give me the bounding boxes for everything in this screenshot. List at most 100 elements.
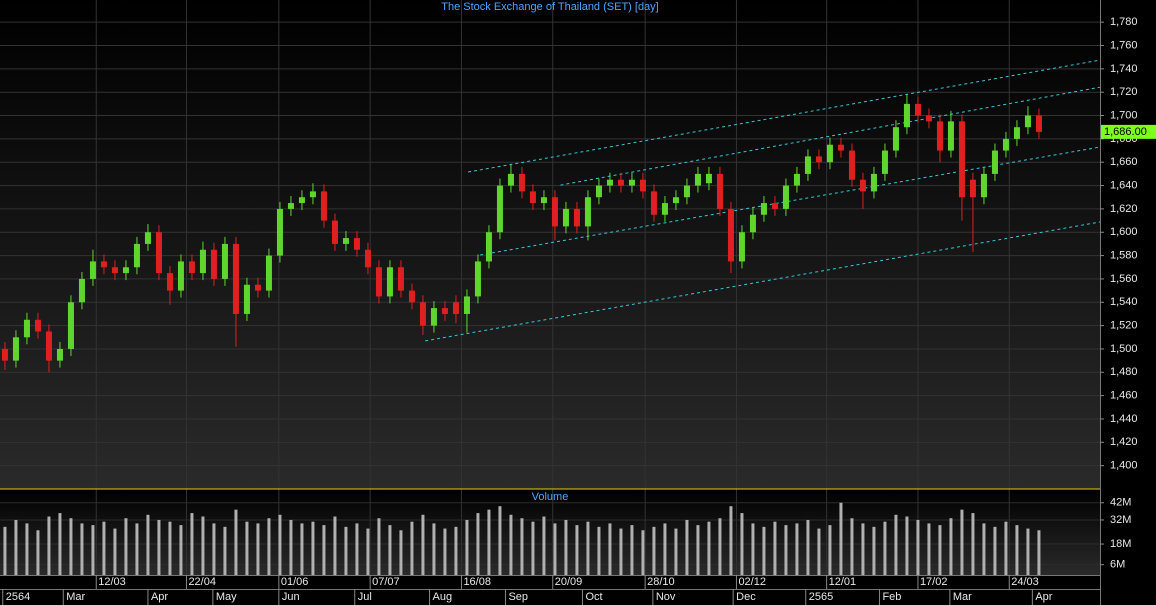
- candle-body: [881, 150, 888, 174]
- volume-bar: [553, 523, 557, 575]
- x-tick-label: 12/03: [98, 576, 126, 588]
- candle-body: [221, 243, 228, 279]
- x-tick-label: 28/10: [647, 576, 675, 588]
- volume-bar: [1037, 530, 1041, 575]
- volume-bar: [3, 526, 7, 575]
- candle-body: [551, 197, 558, 227]
- volume-bar: [14, 519, 18, 575]
- candle-body: [1024, 115, 1031, 128]
- volume-bar: [1004, 521, 1008, 575]
- volume-bar: [278, 514, 282, 575]
- volume-bar: [476, 513, 480, 575]
- volume-bar: [179, 525, 183, 575]
- volume-bar: [872, 526, 876, 575]
- volume-bar: [234, 509, 238, 575]
- volume-bar: [25, 523, 29, 575]
- y-tick-label: 1,780: [1110, 16, 1138, 28]
- volume-bar: [839, 502, 843, 575]
- volume-bar: [916, 519, 920, 575]
- candle-body: [639, 179, 646, 192]
- volume-bar: [102, 521, 106, 575]
- candle-body: [529, 191, 536, 204]
- candle-body: [694, 173, 701, 186]
- x-tick-label: 17/02: [920, 576, 948, 588]
- candle-body: [122, 267, 129, 274]
- y-tick-label: 1,520: [1110, 320, 1138, 332]
- volume-bar: [322, 525, 326, 575]
- candle-body: [595, 185, 602, 198]
- volume-bar: [212, 523, 216, 575]
- candle-body: [892, 127, 899, 151]
- candle-body: [496, 185, 503, 233]
- volume-bar: [245, 521, 249, 575]
- trend-line: [560, 86, 1101, 186]
- volume-bar: [663, 523, 667, 575]
- x-period-label: Apr: [1035, 591, 1052, 603]
- volume-bar: [674, 528, 678, 575]
- candle-body: [276, 208, 283, 256]
- volume-bar: [597, 526, 601, 575]
- candle-body: [397, 267, 404, 291]
- volume-bar: [410, 521, 414, 575]
- trend-line: [425, 221, 1101, 342]
- volume-bar: [487, 509, 491, 575]
- candle-body: [617, 179, 624, 186]
- volume-bar: [707, 521, 711, 575]
- candle-body: [34, 319, 41, 332]
- candle-body: [232, 243, 239, 314]
- volume-bar: [696, 525, 700, 575]
- y-tick-label: 1,560: [1110, 273, 1138, 285]
- volume-bar: [817, 528, 821, 575]
- y-tick-label: 1,760: [1110, 39, 1138, 51]
- y-tick-label: 1,600: [1110, 226, 1138, 238]
- volume-bar: [784, 525, 788, 575]
- x-period-label: Jun: [282, 591, 300, 603]
- volume-bar: [740, 513, 744, 575]
- candle-body: [837, 144, 844, 151]
- volume-bar: [949, 518, 953, 575]
- candle-body: [815, 156, 822, 163]
- x-period-label: Mar: [953, 591, 972, 603]
- volume-bar: [850, 518, 854, 575]
- volume-bar: [289, 519, 293, 575]
- candle-body: [738, 232, 745, 262]
- trend-line: [467, 59, 1101, 173]
- volume-bar: [795, 523, 799, 575]
- candle-body: [1, 348, 8, 361]
- candle-body: [430, 308, 437, 326]
- volume-bar: [509, 514, 513, 575]
- volume-bar: [971, 513, 975, 575]
- y-tick-label: 1,440: [1110, 413, 1138, 425]
- candle-body: [925, 115, 932, 122]
- candle-body: [969, 179, 976, 198]
- volume-bar: [344, 526, 348, 575]
- volume-bar: [300, 523, 304, 575]
- candle-body: [727, 208, 734, 262]
- candle-body: [760, 203, 767, 215]
- candle-body: [320, 191, 327, 221]
- candle-body: [155, 232, 162, 274]
- candle-body: [243, 284, 250, 314]
- price-panel: [0, 0, 1100, 489]
- volume-bar: [982, 523, 986, 575]
- candle-body: [573, 208, 580, 227]
- volume-bar: [751, 523, 755, 575]
- chart-title: The Stock Exchange of Thailand (SET) [da…: [441, 1, 658, 13]
- volume-bar: [190, 513, 194, 575]
- volume-bar: [267, 518, 271, 575]
- volume-bar: [905, 516, 909, 575]
- volume-bar: [91, 525, 95, 575]
- y-tick-label: 1,480: [1110, 366, 1138, 378]
- volume-bar: [608, 523, 612, 575]
- candle-body: [342, 238, 349, 244]
- candle-body: [452, 302, 459, 314]
- y-tick-label: 1,500: [1110, 343, 1138, 355]
- candle-body: [188, 261, 195, 274]
- y-tick-label: 1,620: [1110, 203, 1138, 215]
- volume-bar: [938, 525, 942, 575]
- candle-body: [364, 249, 371, 268]
- candle-body: [177, 261, 184, 291]
- last-price-box: [1101, 124, 1156, 139]
- x-tick-label: 02/12: [738, 576, 766, 588]
- candle-body: [606, 179, 613, 186]
